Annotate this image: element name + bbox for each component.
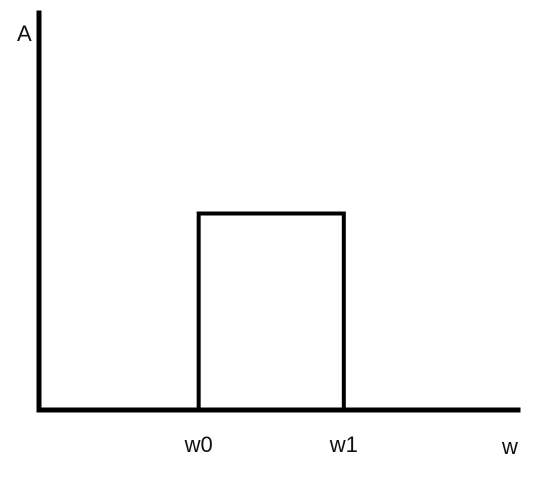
x-axis-label: w [501,434,518,459]
pulse-series-line [196,211,346,412]
y-axis-label: A [17,21,32,46]
x-tick-labels: w0 w1 [184,432,358,457]
x-tick-label-w0: w0 [184,432,213,457]
x-tick-label-w1: w1 [329,432,358,457]
